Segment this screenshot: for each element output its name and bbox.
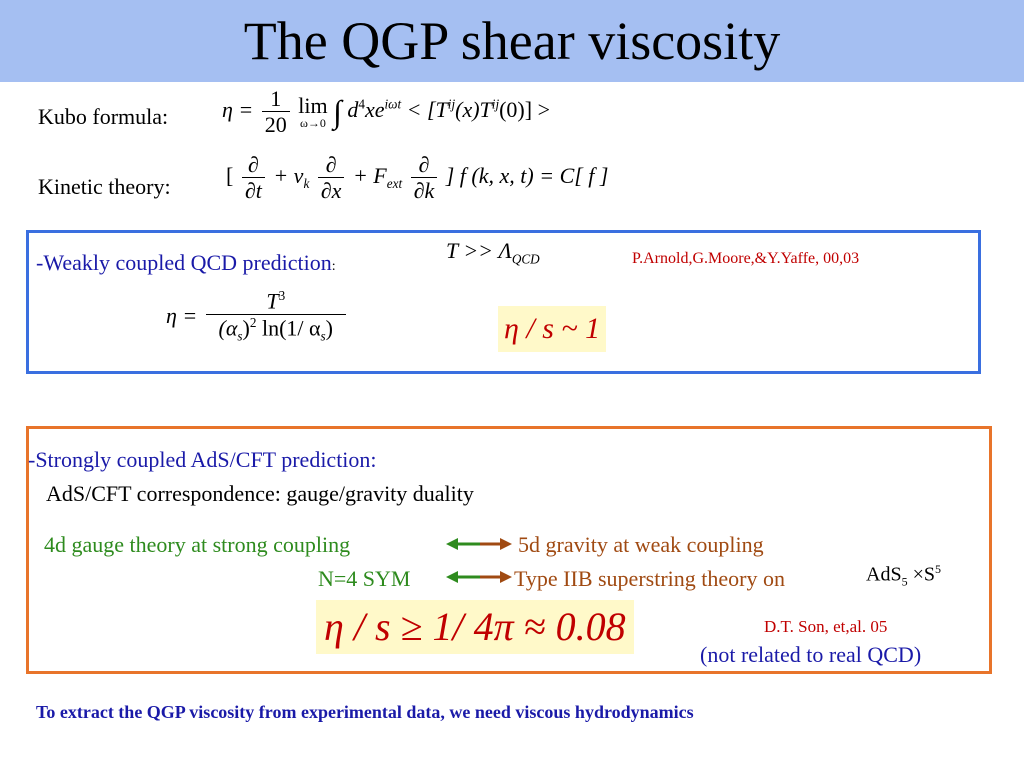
kubo-lim: lim (298, 92, 328, 118)
kinetic-plus-v: + v (273, 162, 304, 188)
ads-sub: 5 (901, 574, 908, 589)
den-d: ) (325, 314, 333, 340)
weak-fraction: T3 (αs)2 ln(1/ αs) (205, 288, 346, 344)
weak-coupling-box (26, 230, 981, 374)
superstring-text: Type IIB superstring theory on (514, 566, 785, 591)
den-c: ln(1/ α (256, 314, 321, 340)
den-c-sub: s (320, 328, 326, 344)
correspondence-text: AdS/CFT correspondence: gauge/gravity du… (46, 481, 474, 506)
den-b: ) (242, 314, 250, 340)
double-arrow-icon (446, 538, 512, 550)
v-sub: k (303, 176, 310, 192)
d-dt-fraction: ∂ ∂t (241, 152, 265, 204)
kinetic-formula: [ ∂ ∂t + vk ∂ ∂x + Fext ∂ ∂k ] f (k, x, … (226, 152, 608, 204)
not-qcd-note: (not related to real QCD) (700, 642, 922, 667)
kubo-frac-num: 1 (261, 86, 290, 113)
kinetic-rest: ] f (k, x, t) = C[ f ] (445, 162, 609, 188)
d-dk-den: ∂k (413, 178, 435, 204)
f-sub: ext (386, 176, 403, 192)
kubo-tij2-sup: ij (491, 96, 500, 112)
weak-ratio: η / s ~ 1 (498, 306, 607, 352)
kubo-eta: η = (222, 96, 254, 122)
slide-title: The QGP shear viscosity (243, 11, 781, 71)
weak-eta-formula: η = T3 (αs)2 ln(1/ αs) (166, 288, 349, 344)
ads-s5: AdS5 ×S5 (866, 562, 941, 590)
weak-eta: η = (166, 302, 198, 328)
weak-citation: P.Arnold,G.Moore,&Y.Yaffe, 00,03 (632, 250, 860, 267)
kubo-exp-sup: iωt (384, 96, 402, 112)
kubo-fraction: 1 20 (261, 86, 290, 138)
strong-coupling-box (26, 426, 992, 674)
strong-label: -Strongly coupled AdS/CFT prediction: (28, 447, 377, 472)
weak-num-t: T (266, 288, 279, 314)
kubo-end: (0)] > (499, 96, 550, 122)
kubo-label: Kubo formula: (38, 104, 169, 129)
weak-condition: T >> ΛQCD (446, 238, 540, 267)
weak-num-sup: 3 (278, 288, 286, 303)
kubo-mid: (x)T (455, 96, 492, 122)
ads-text: AdS (866, 563, 902, 586)
kinetic-label: Kinetic theory: (38, 174, 171, 199)
kubo-formula: η = 1 20 lim ω→0 ∫ d4xeiωt < [Tij(x)Tij(… (222, 86, 550, 138)
kubo-lim-sub: ω→0 (299, 115, 326, 130)
den-a-sub: s (237, 328, 243, 344)
den-a: (α (218, 314, 238, 340)
d-dt-num: ∂ (241, 152, 265, 179)
kubo-tij-sup: ij (447, 96, 456, 112)
double-arrow-icon (446, 571, 512, 583)
gravity-text: 5d gravity at weak coupling (518, 532, 764, 557)
integral-sign: ∫ (333, 93, 342, 130)
weak-num: T3 (205, 288, 346, 315)
kubo-x: xe (364, 96, 385, 122)
weak-label-text: -Weakly coupled QCD prediction (36, 250, 332, 275)
kss-bound: η / s ≥ 1/ 4π ≈ 0.08 (316, 600, 634, 654)
kubo-d: d (347, 96, 359, 122)
den-b-sup: 2 (249, 314, 257, 330)
weak-den: (αs)2 ln(1/ αs) (206, 315, 346, 344)
title-bar (0, 0, 1024, 82)
kubo-d-sup: 4 (358, 96, 365, 112)
d-dx-fraction: ∂ ∂x (317, 152, 345, 204)
d-dk-num: ∂ (410, 152, 438, 179)
kinetic-plus-f: + F (352, 162, 387, 188)
sym-text: N=4 SYM (318, 566, 411, 591)
times-s: ×S (907, 563, 935, 586)
strong-citation: D.T. Son, et,al. 05 (764, 617, 888, 636)
condition-text: T >> Λ (446, 238, 512, 263)
s-sup: 5 (934, 562, 941, 576)
footer-note: To extract the QGP viscosity from experi… (36, 702, 694, 722)
d-dx-num: ∂ (317, 152, 345, 179)
weak-label-colon: : (331, 259, 336, 274)
kubo-frac-den: 20 (264, 112, 287, 138)
d-dx-den: ∂x (320, 178, 342, 204)
kubo-bracket-open: < [T (406, 96, 448, 122)
kinetic-open: [ (226, 162, 234, 188)
d-dt-den: ∂t (244, 178, 262, 204)
d-dk-fraction: ∂ ∂k (410, 152, 438, 204)
condition-sub: QCD (511, 251, 540, 267)
kubo-limit: lim ω→0 (298, 92, 328, 130)
weak-label: -Weakly coupled QCD prediction: (36, 250, 336, 276)
gauge-text: 4d gauge theory at strong coupling (44, 532, 351, 557)
